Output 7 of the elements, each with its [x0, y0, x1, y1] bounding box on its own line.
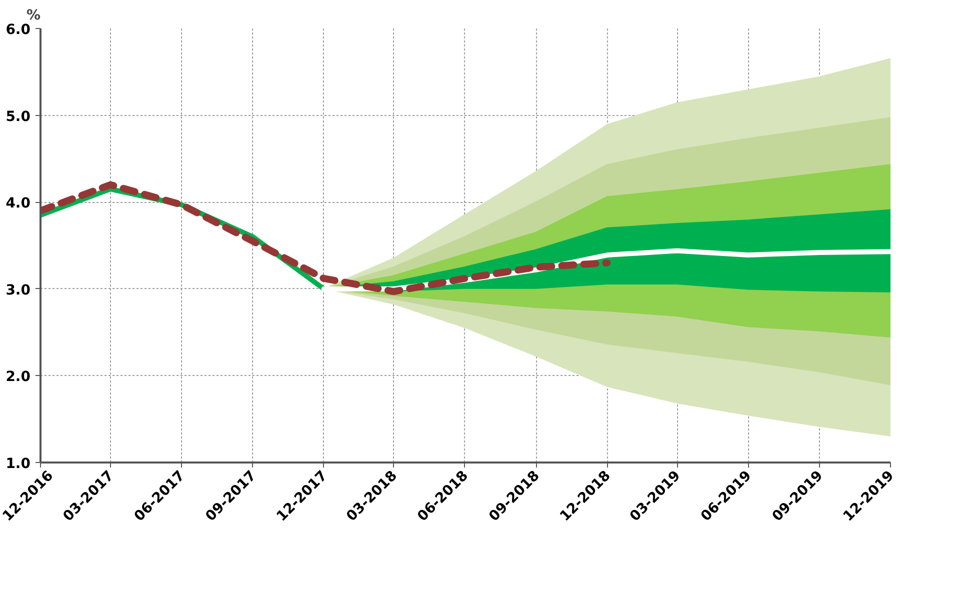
y-tick-label: 2.0: [6, 369, 31, 386]
y-tick-label: 5.0: [6, 108, 31, 125]
y-tick-label: 1.0: [6, 456, 31, 472]
y-tick-label: 6.0: [6, 22, 31, 38]
y-tick-label: 4.0: [6, 196, 31, 212]
y-axis-title: %: [26, 8, 41, 24]
y-tick-label: 3.0: [6, 282, 31, 298]
